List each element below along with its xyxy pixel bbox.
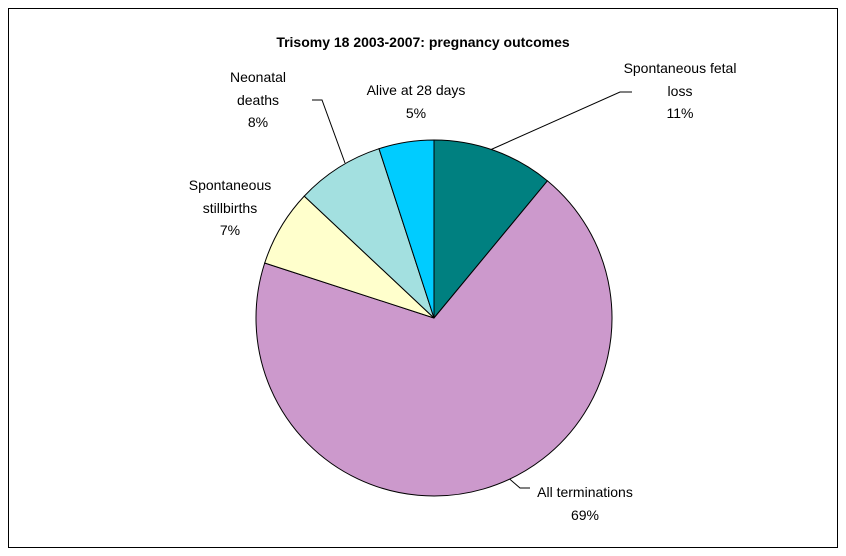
pie-slice	[255, 180, 613, 497]
pie-slice	[378, 139, 435, 319]
value-label: 8%	[247, 114, 269, 130]
slice-label: Spontaneous stillbirths 7%	[175, 174, 285, 242]
slice-label: Neonatal deaths 8%	[221, 66, 296, 134]
value-label: 5%	[405, 104, 427, 121]
leader-line	[312, 99, 346, 164]
leader-line	[489, 91, 632, 151]
slice-label: Spontaneous fetal loss 11%	[615, 57, 745, 125]
pie-slice	[433, 139, 549, 320]
pie-slice	[303, 148, 435, 319]
slice-label: All terminations 69%	[510, 481, 660, 526]
slice-label: Alive at 28 days 5%	[346, 79, 486, 124]
category-label: Alive at 28 days	[366, 82, 466, 98]
value-label: 11%	[666, 105, 694, 121]
category-label: Spontaneous fetal loss	[623, 60, 737, 99]
value-label: 69%	[570, 506, 600, 523]
value-label: 7%	[219, 222, 241, 238]
category-label: Spontaneous stillbirths	[188, 177, 272, 216]
category-label: All terminations	[537, 484, 633, 500]
category-label: Neonatal deaths	[229, 69, 287, 108]
chart-title: Trisomy 18 2003-2007: pregnancy outcomes	[276, 34, 570, 50]
